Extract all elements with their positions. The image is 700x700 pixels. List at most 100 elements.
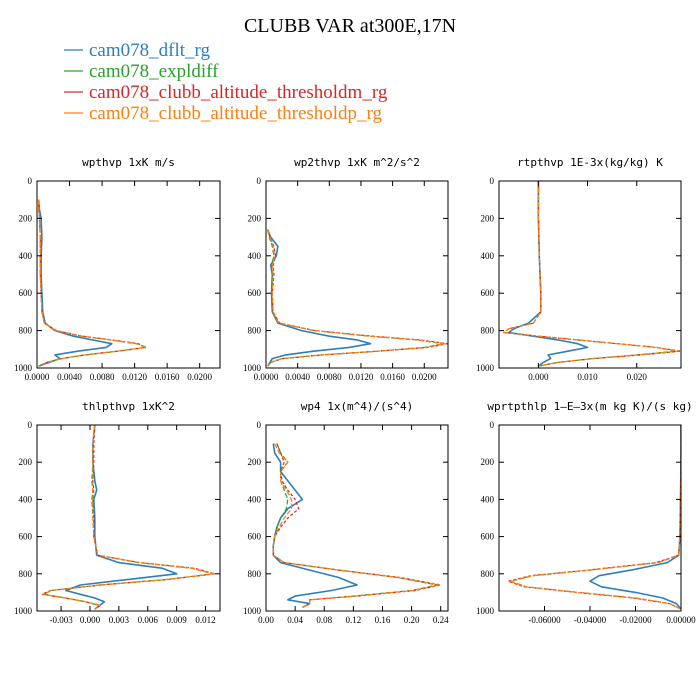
panel-5-frame [265,424,449,612]
panel-5-ytick-label-1: 200 [248,457,262,467]
panel-1-xtick-label-4: 0.0160 [155,372,180,382]
panel-2-ytick-label-5: 1000 [243,363,262,373]
legend-label-3: cam078_clubb_altitude_thresholdm_rg [89,82,388,103]
panel-5-ytick-label-3: 600 [248,532,262,542]
panel-4-series-4-line [42,425,215,610]
panel-2-ytick-label-0: 0 [257,176,262,186]
panel-5-xtick-label-6: 0.24 [433,615,449,625]
panel-1-ytick-label-4: 800 [19,326,33,336]
panel-5-ytick-label-4: 800 [248,569,262,579]
panel-5-ytick-label-2: 400 [248,494,262,504]
panel-5-ytick-label-0: 0 [257,420,262,430]
panel-2-ytick-label-1: 200 [248,213,262,223]
panel-2-xtick-label-3: 0.0120 [349,372,374,382]
panel-5-xtick-label-5: 0.20 [404,615,420,625]
panel-2-title: wp2thvp 1xK m^2/s^2 [294,156,420,169]
panel-3-series-1-line [507,181,589,367]
panel-2-xtick-label-2: 0.0080 [317,372,342,382]
panel-5-series [272,443,442,609]
panel-6-ytick-label-4: 800 [481,569,495,579]
panel-6-ytick-label-5: 1000 [476,606,495,616]
panel-1-xtick-label-2: 0.0080 [90,372,115,382]
legend-entry-2: cam078_expldiff [64,61,219,82]
panel-1-ytick-label-3: 600 [19,288,33,298]
panel-4-ytick-label-5: 1000 [14,606,33,616]
panel-4-series-3-line [41,425,216,610]
panel-2-series [266,229,448,367]
panel-5-xtick-label-3: 0.12 [345,615,361,625]
legend-label-2: cam078_expldiff [89,61,219,82]
panel-4-ytick-label-2: 400 [19,494,33,504]
panel-6-ytick-label-0: 0 [490,420,495,430]
panel-4-frame [36,424,221,612]
panel-2-series-4-line [267,229,446,367]
panel-1-ytick-label-2: 400 [19,251,33,261]
panel-4-xtick-label-0: -0.003 [49,615,73,625]
panel-4-xtick-label-2: 0.003 [109,615,130,625]
panel-1-series-3-line [37,199,145,367]
panel-3-ytick-label-0: 0 [490,176,495,186]
panel-6-ytick-label-2: 400 [481,494,495,504]
figure-title: CLUBB VAR at300E,17N [244,15,456,37]
panel-4-ytick-label-0: 0 [28,420,33,430]
panel-5-series-4-line [272,443,440,608]
legend-label-4: cam078_clubb_altitude_thresholdp_rg [89,103,383,124]
panel-6-frame [498,424,682,612]
panel-6-xtick-label-0: -0.06000 [528,615,561,625]
panel-6-ytick-label-3: 600 [481,532,495,542]
panel-2-series-1-line [266,229,372,367]
panel-3: rtpthvp 1E-3x(kg/kg) K 0 200 400 600 800 1000 0… [476,156,682,382]
panel-6-ytick-label-1: 200 [481,457,495,467]
panel-4-title: thlpthvp 1xK^2 [82,400,175,413]
panel-5-ytick-label-5: 1000 [243,606,262,616]
panel-1-series-2-line [37,199,148,367]
panel-6-series-4-line [509,425,681,610]
panel-2: wp2thvp 1xK m^2/s^2020040060080010000.00… [243,156,449,382]
panel-1-series [37,199,148,367]
panel-2-xtick-label-5: 0.0200 [412,372,437,382]
panel-3-frame [498,180,682,369]
panel-3-xtick-label-1: 0.010 [577,372,598,382]
panel-1-series-4-line [37,199,146,367]
panel-1-frame [36,180,221,369]
panel-3-ytick-label-4: 800 [481,326,495,336]
panel-4-ytick-label-3: 600 [19,532,33,542]
panel-5-xtick-label-0: 0.00 [258,615,274,625]
panel-4-xtick-label-3: 0.006 [138,615,159,625]
panel-3-title: rtpthvp 1E-3x(kg/kg) K [517,156,663,169]
panel-1-title: wpthvp 1xK m/s [82,156,175,169]
panel-6-series [507,425,681,610]
panel-6-xtick-label-1: -0.04000 [574,615,607,625]
panel-3-ytick-label-3: 600 [481,288,495,298]
panel-6: wprtpthlp 1–E–3x(m kg K)/(s kg) 0 200 400 60… [476,400,696,625]
panel-6-xtick-label-3: 0.00000 [666,615,696,625]
panel-3-ytick-label-5: 1000 [476,363,495,373]
panel-1-xtick-label-5: 0.0200 [187,372,212,382]
panel-2-frame [265,180,449,369]
panel-1-xtick-label-0: 0.0000 [25,372,50,382]
panel-4-xtick-label-4: 0.009 [167,615,188,625]
panel-4-xtick-label-1: 0.000 [80,615,101,625]
panel-3-series-2-line [503,181,677,367]
panel-2-xtick-label-4: 0.0160 [380,372,405,382]
panel-6-title: wprtpthlp 1–E–3x(m kg K)/(s kg) [487,400,692,413]
legend-entry-1: cam078_dflt_rg [64,40,211,61]
panel-5-xtick-label-1: 0.04 [287,615,303,625]
panel-2-ytick-label-4: 800 [248,326,262,336]
panel-4-ytick-label-4: 800 [19,569,33,579]
panel-4-series-1-line [65,425,178,610]
legend: cam078_dflt_rg cam078_expldiff cam078_cl… [64,40,388,124]
panel-5-series-2-line [272,443,438,608]
panel-6-series-1-line [589,425,681,610]
panel-4-series [41,425,216,610]
panel-4-series-2-line [43,425,214,610]
panel-1-xtick-label-3: 0.0120 [122,372,147,382]
panel-6-series-3-line [507,425,681,610]
panel-5-title: wp4 1x(m^4)/(s^4) [301,400,414,413]
panel-5-series-1-line [272,443,358,609]
legend-label-1: cam078_dflt_rg [89,40,211,61]
